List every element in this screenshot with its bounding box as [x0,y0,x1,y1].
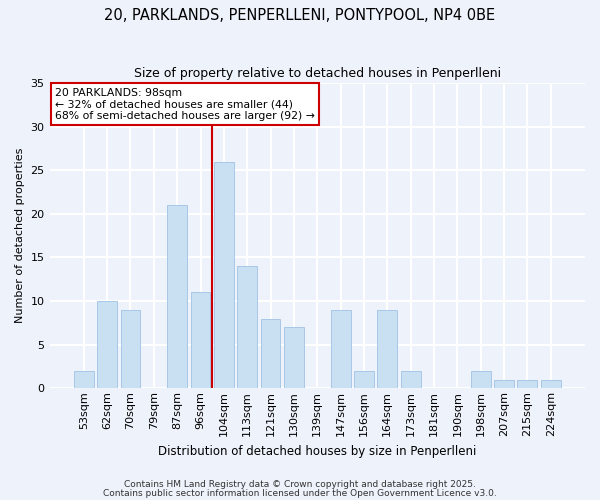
Bar [401,371,421,388]
Text: Contains public sector information licensed under the Open Government Licence v3: Contains public sector information licen… [103,489,497,498]
Bar [354,371,374,388]
Y-axis label: Number of detached properties: Number of detached properties [15,148,25,324]
Bar [214,162,234,388]
Bar [260,318,280,388]
Bar [284,327,304,388]
Bar [377,310,397,388]
Bar [238,266,257,388]
Bar [97,301,117,388]
Bar [494,380,514,388]
Text: 20, PARKLANDS, PENPERLLENI, PONTYPOOL, NP4 0BE: 20, PARKLANDS, PENPERLLENI, PONTYPOOL, N… [104,8,496,22]
Bar [121,310,140,388]
Bar [541,380,560,388]
Bar [191,292,211,388]
Bar [517,380,538,388]
Title: Size of property relative to detached houses in Penperlleni: Size of property relative to detached ho… [134,68,501,80]
X-axis label: Distribution of detached houses by size in Penperlleni: Distribution of detached houses by size … [158,444,476,458]
Bar [331,310,350,388]
Bar [167,205,187,388]
Bar [471,371,491,388]
Text: Contains HM Land Registry data © Crown copyright and database right 2025.: Contains HM Land Registry data © Crown c… [124,480,476,489]
Text: 20 PARKLANDS: 98sqm
← 32% of detached houses are smaller (44)
68% of semi-detach: 20 PARKLANDS: 98sqm ← 32% of detached ho… [55,88,315,121]
Bar [74,371,94,388]
